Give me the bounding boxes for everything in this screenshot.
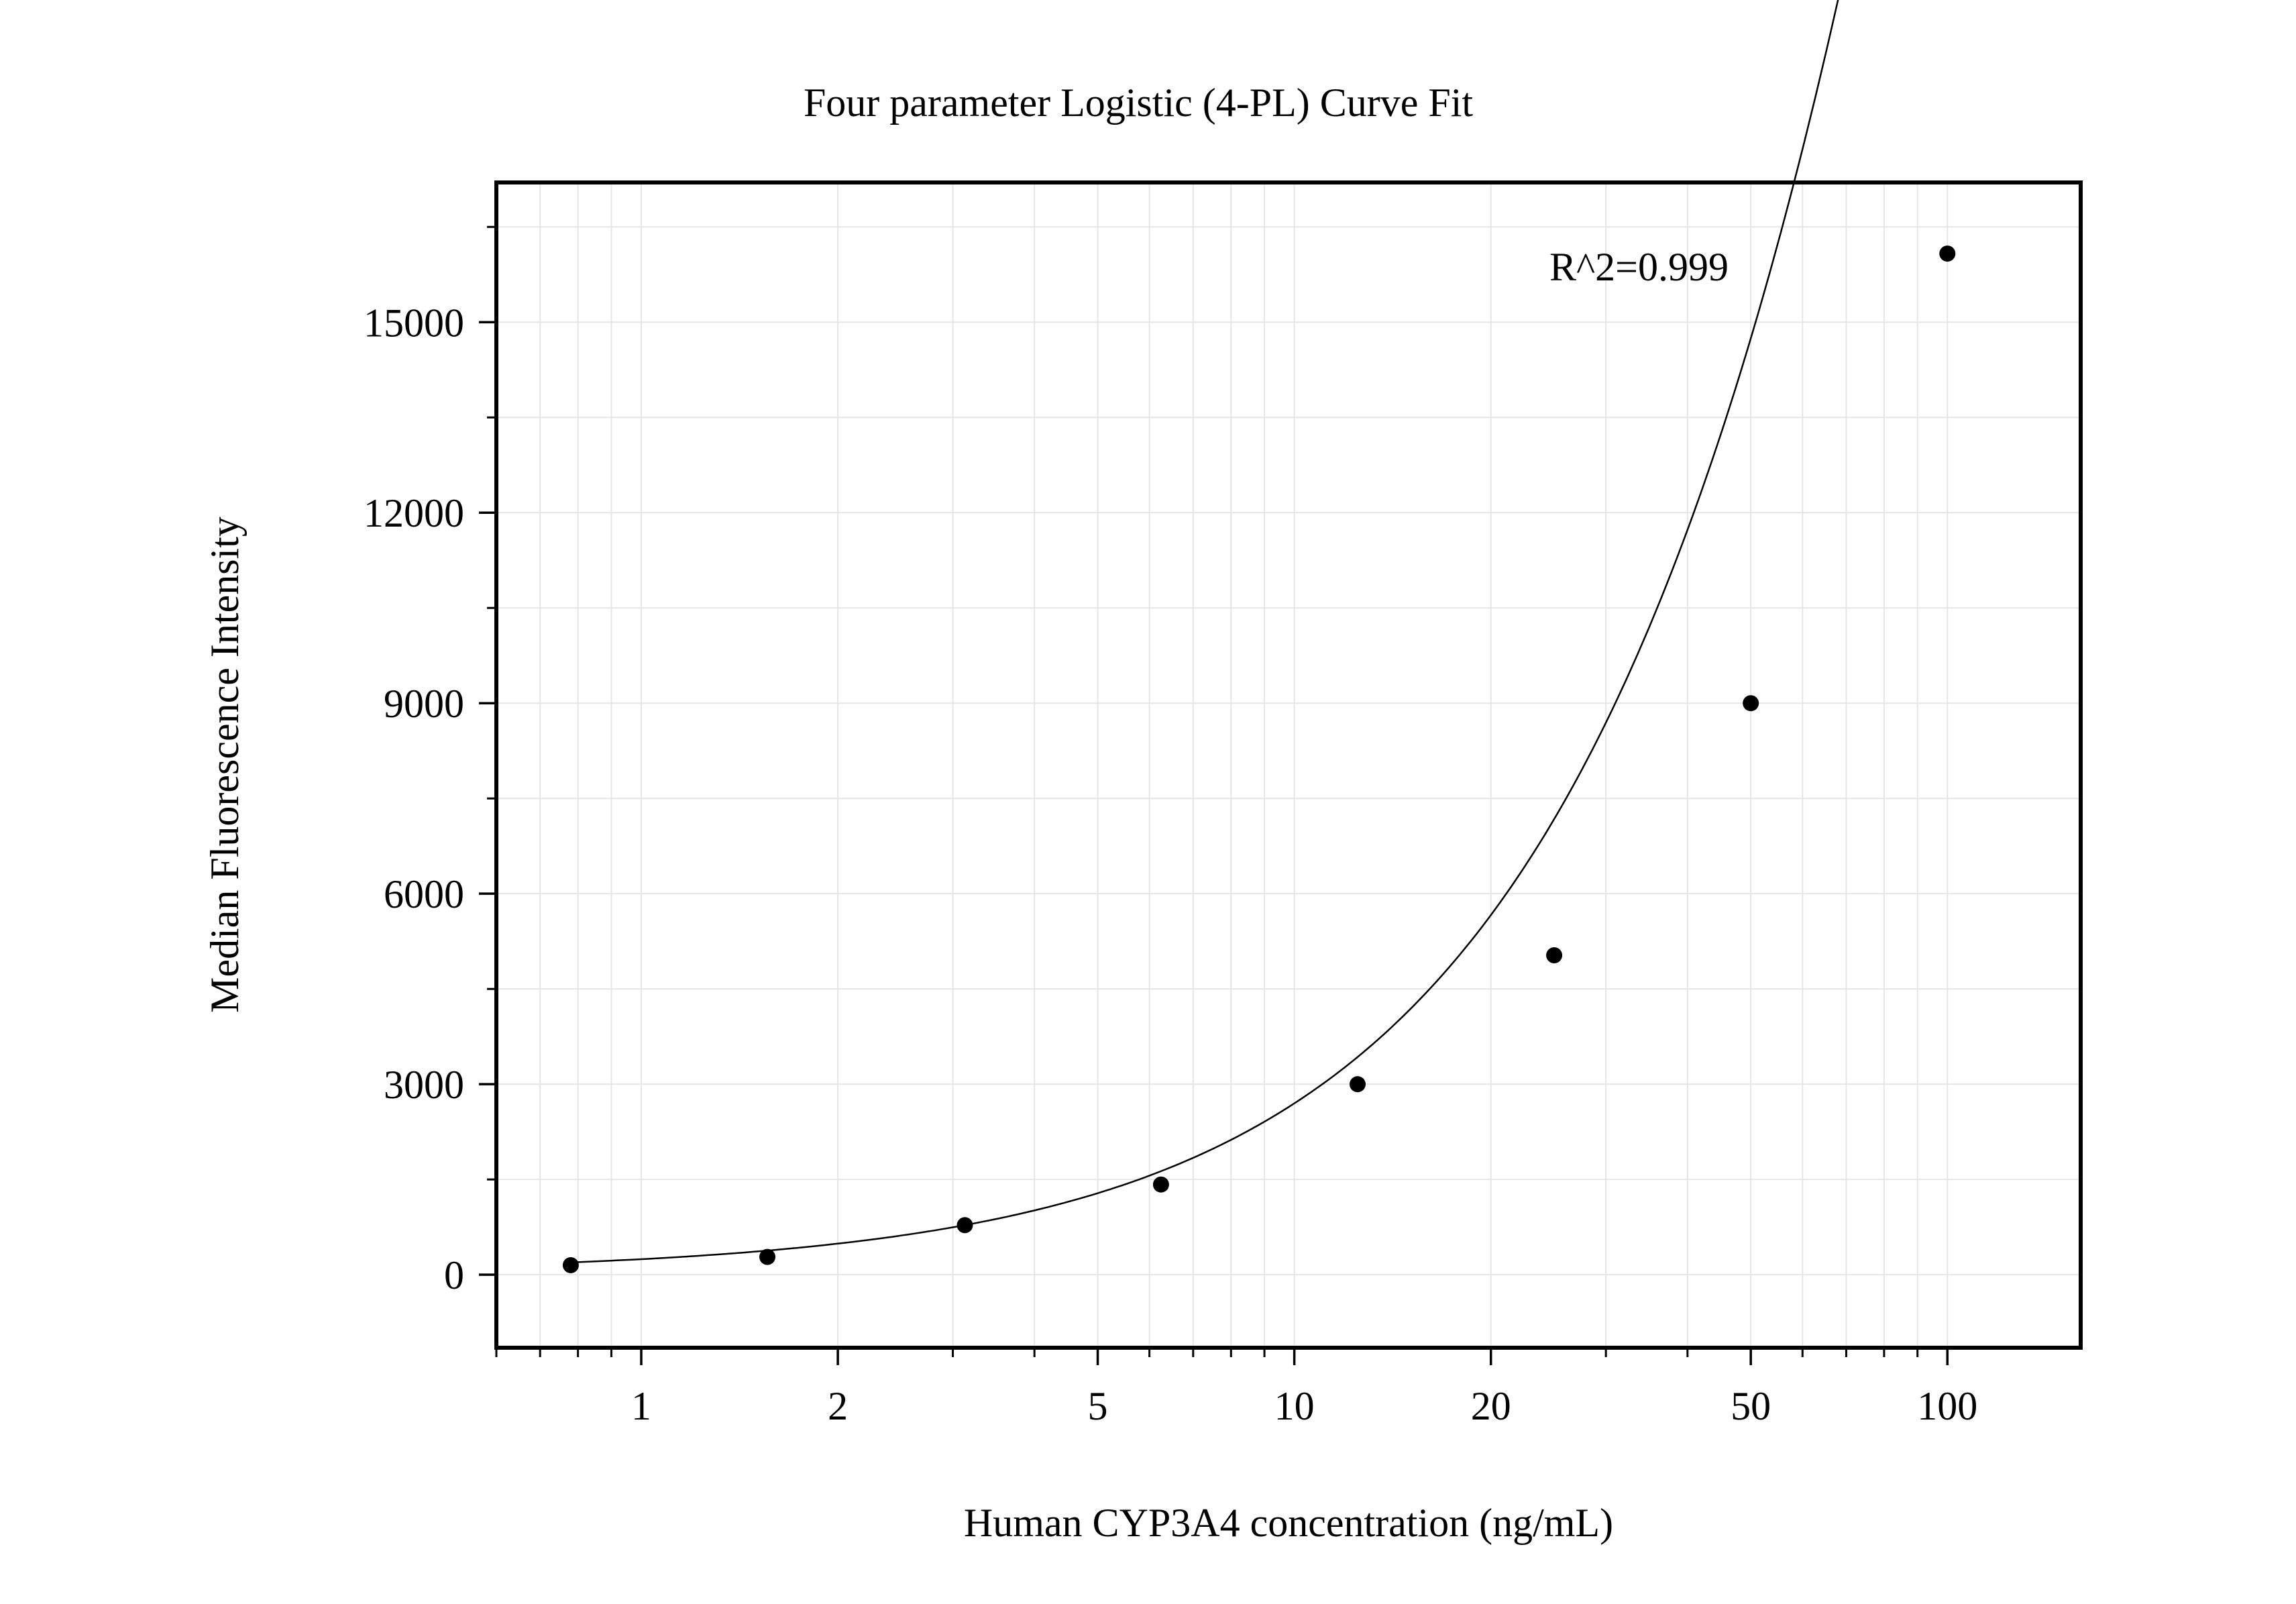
grid — [496, 182, 2081, 1348]
x-tick-label: 100 — [1917, 1384, 1977, 1428]
y-tick-label: 9000 — [384, 682, 464, 726]
x-tick-label: 20 — [1471, 1384, 1511, 1428]
plot-frame — [494, 180, 2083, 1350]
data-point — [1546, 947, 1563, 964]
x-axis-label: Human CYP3A4 concentration (ng/mL) — [964, 1501, 1613, 1545]
data-point — [562, 1257, 579, 1273]
y-tick-label: 3000 — [384, 1063, 464, 1107]
axis-ticks — [479, 225, 1949, 1365]
x-tick-label: 10 — [1274, 1384, 1315, 1428]
y-tick-labels: 0 3000 6000 9000 12000 15000 — [364, 301, 464, 1297]
fit-curve — [570, 0, 1839, 1264]
y-axis-label: Median Fluorescence Intensity — [203, 517, 247, 1013]
r-squared-annotation: R^2=0.999 — [1549, 245, 1729, 289]
x-tick-label: 1 — [631, 1384, 651, 1428]
data-point — [759, 1248, 776, 1265]
y-tick-label: 15000 — [364, 301, 464, 345]
data-point — [1152, 1176, 1169, 1193]
y-tick-label: 6000 — [384, 872, 464, 916]
x-tick-label: 50 — [1731, 1384, 1771, 1428]
y-tick-label: 12000 — [364, 491, 464, 535]
x-tick-label: 5 — [1088, 1384, 1108, 1428]
x-tick-label: 2 — [828, 1384, 848, 1428]
data-point — [1743, 695, 1759, 712]
data-point — [956, 1217, 973, 1234]
y-tick-label: 0 — [444, 1253, 464, 1297]
data-points — [562, 246, 1956, 1273]
data-point — [1939, 246, 1956, 262]
data-point — [1349, 1076, 1366, 1093]
x-tick-labels: 1 2 5 10 20 50 100 — [631, 1384, 1977, 1428]
chart-title: Four parameter Logistic (4-PL) Curve Fit — [804, 81, 1473, 125]
